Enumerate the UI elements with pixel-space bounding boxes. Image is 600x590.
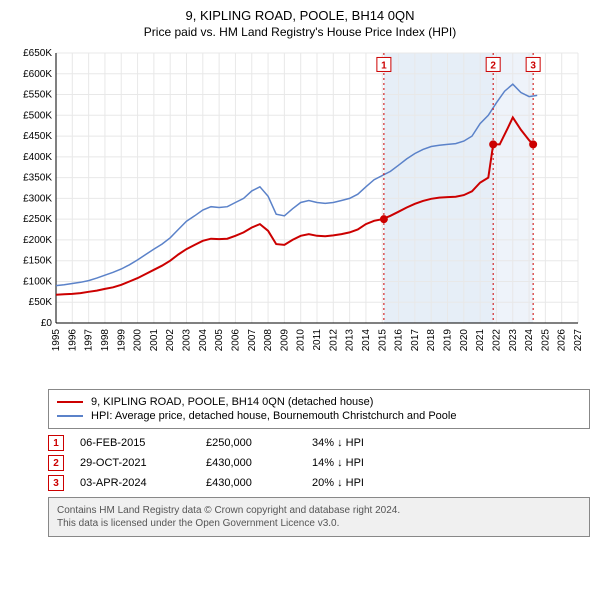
x-tick-label: 2011 xyxy=(312,329,323,351)
y-tick-label: £550K xyxy=(23,90,52,101)
data-point-date: 06-FEB-2015 xyxy=(80,437,190,449)
data-point-marker: 1 xyxy=(48,435,64,451)
data-point-hpi: 14% ↓ HPI xyxy=(312,457,364,469)
x-tick-label: 2009 xyxy=(279,329,290,352)
chart-title: 9, KIPLING ROAD, POOLE, BH14 0QN xyxy=(0,8,600,23)
legend-swatch xyxy=(57,401,83,403)
chart-svg: £0 £50K £100K £150K £200K £250K £300K £350K £400… xyxy=(10,45,590,385)
x-tick-label: 2017 xyxy=(410,329,421,352)
data-point-marker: 2 xyxy=(48,455,64,471)
x-tick-label: 1998 xyxy=(100,329,111,352)
y-tick-label: £650K xyxy=(23,48,52,59)
x-tick-label: 2013 xyxy=(345,329,356,352)
marker-label-2: 2 xyxy=(490,60,496,71)
x-tick-label: 2003 xyxy=(182,329,193,352)
plot-area: £0 £50K £100K £150K £200K £250K £300K £350K £400… xyxy=(10,45,590,385)
y-tick-label: £150K xyxy=(23,256,52,267)
x-tick-label: 2012 xyxy=(328,329,339,352)
x-tick-label: 2020 xyxy=(459,329,470,352)
x-tick-label: 2014 xyxy=(361,329,372,352)
x-tick-label: 1995 xyxy=(51,329,62,352)
x-tick-label: 2024 xyxy=(524,329,535,352)
chart-container: 9, KIPLING ROAD, POOLE, BH14 0QN Price p… xyxy=(0,0,600,537)
x-tick-label: 2019 xyxy=(443,329,454,352)
x-tick-label: 2010 xyxy=(296,329,307,352)
data-point-date: 29-OCT-2021 xyxy=(80,457,190,469)
legend-label: HPI: Average price, detached house, Bour… xyxy=(91,410,456,422)
data-point-hpi: 34% ↓ HPI xyxy=(312,437,364,449)
legend-item: HPI: Average price, detached house, Bour… xyxy=(57,410,581,422)
x-tick-label: 2025 xyxy=(540,329,551,352)
x-tick-label: 2005 xyxy=(214,329,225,352)
data-point-row: 3 03-APR-2024 £430,000 20% ↓ HPI xyxy=(48,475,590,491)
marker-point-1 xyxy=(380,215,388,223)
legend-label: 9, KIPLING ROAD, POOLE, BH14 0QN (detach… xyxy=(91,396,373,408)
x-tick-label: 2015 xyxy=(377,329,388,352)
marker-label-3: 3 xyxy=(530,60,536,71)
x-tick-label: 2004 xyxy=(198,329,209,352)
y-tick-label: £500K xyxy=(23,110,52,121)
data-point-hpi: 20% ↓ HPI xyxy=(312,477,364,489)
data-point-price: £430,000 xyxy=(206,457,296,469)
marker-point-3 xyxy=(529,140,537,148)
x-tick-label: 2027 xyxy=(573,329,584,352)
marker-label-1: 1 xyxy=(381,60,387,71)
data-point-price: £430,000 xyxy=(206,477,296,489)
y-tick-label: £300K xyxy=(23,193,52,204)
x-tick-label: 2000 xyxy=(133,329,144,352)
y-tick-label: £400K xyxy=(23,152,52,163)
x-tick-label: 1996 xyxy=(67,329,78,352)
x-tick-label: 2007 xyxy=(247,329,258,352)
legend: 9, KIPLING ROAD, POOLE, BH14 0QN (detach… xyxy=(48,389,590,429)
y-tick-label: £50K xyxy=(29,297,53,308)
footer-attribution: Contains HM Land Registry data © Crown c… xyxy=(48,497,590,537)
y-tick-label: £450K xyxy=(23,131,52,142)
x-tick-label: 2026 xyxy=(557,329,568,352)
data-point-date: 03-APR-2024 xyxy=(80,477,190,489)
y-tick-label: £100K xyxy=(23,276,52,287)
x-tick-label: 2018 xyxy=(426,329,437,352)
x-tick-label: 2001 xyxy=(149,329,160,352)
x-tick-label: 2002 xyxy=(165,329,176,352)
marker-point-2 xyxy=(489,140,497,148)
x-tick-label: 1997 xyxy=(84,329,95,352)
data-point-row: 1 06-FEB-2015 £250,000 34% ↓ HPI xyxy=(48,435,590,451)
x-tick-label: 2016 xyxy=(394,329,405,352)
data-point-marker: 3 xyxy=(48,475,64,491)
x-tick-label: 2022 xyxy=(491,329,502,352)
x-tick-label: 2008 xyxy=(263,329,274,352)
x-tick-label: 2021 xyxy=(475,329,486,352)
chart-titles: 9, KIPLING ROAD, POOLE, BH14 0QN Price p… xyxy=(0,0,600,39)
data-point-price: £250,000 xyxy=(206,437,296,449)
x-tick-label: 2006 xyxy=(230,329,241,352)
footer-line-1: Contains HM Land Registry data © Crown c… xyxy=(57,504,581,517)
chart-subtitle: Price paid vs. HM Land Registry's House … xyxy=(0,25,600,39)
footer-line-2: This data is licensed under the Open Gov… xyxy=(57,517,581,530)
data-point-row: 2 29-OCT-2021 £430,000 14% ↓ HPI xyxy=(48,455,590,471)
y-tick-label: £600K xyxy=(23,69,52,80)
data-point-table: 1 06-FEB-2015 £250,000 34% ↓ HPI 2 29-OCT-202… xyxy=(48,435,590,491)
legend-swatch xyxy=(57,415,83,417)
legend-item: 9, KIPLING ROAD, POOLE, BH14 0QN (detach… xyxy=(57,396,581,408)
x-tick-label: 2023 xyxy=(508,329,519,352)
y-tick-label: £350K xyxy=(23,173,52,184)
y-tick-label: £0 xyxy=(41,318,53,329)
y-tick-label: £200K xyxy=(23,235,52,246)
y-tick-label: £250K xyxy=(23,214,52,225)
x-tick-label: 1999 xyxy=(116,329,127,352)
